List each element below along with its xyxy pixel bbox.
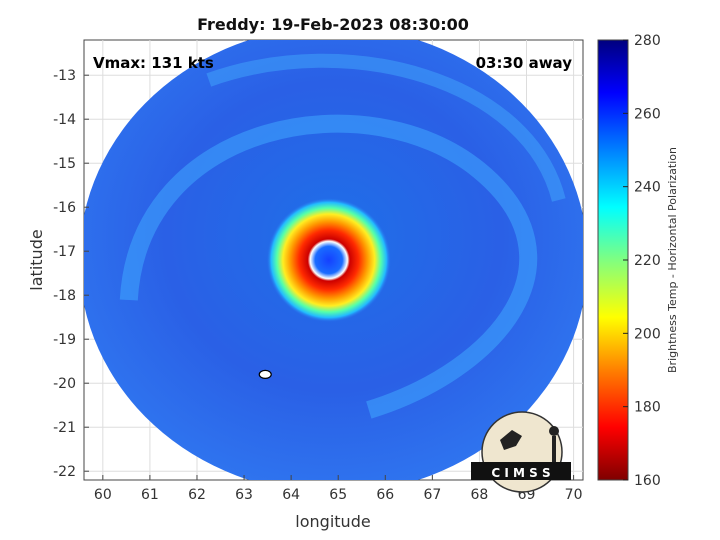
x-tick-label: 60: [94, 487, 112, 503]
colorbar-tick-label: 220: [634, 253, 661, 269]
y-tick-label: -16: [53, 200, 76, 216]
x-tick-label: 65: [329, 487, 347, 503]
y-axis-ticks: -13 -14 -15 -16 -17 -18 -19 -20 -21 -22: [53, 68, 89, 480]
x-tick-label: 66: [376, 487, 394, 503]
colorbar-tick-label: 200: [634, 326, 661, 342]
cimss-logo-text: C I M S S: [491, 466, 550, 480]
colorbar-tick-label: 180: [634, 400, 661, 416]
x-axis-ticks: 60 61 62 63 64 65 66 67 68 69 70: [94, 475, 583, 503]
colorbar-tick-label: 280: [634, 33, 661, 49]
x-tick-label: 67: [423, 487, 441, 503]
chart-title: Freddy: 19-Feb-2023 08:30:00: [197, 15, 469, 34]
colorbar-tick-label: 240: [634, 180, 661, 196]
colorbar-label: Brightness Temp - Horizontal Polarizatio…: [666, 147, 679, 373]
y-tick-label: -17: [53, 244, 76, 260]
y-tick-label: -19: [53, 332, 76, 348]
colorbar-ticks: 280 260 240 220 200 180 160: [623, 33, 661, 489]
x-axis-label: longitude: [295, 512, 370, 531]
x-tick-label: 62: [188, 487, 206, 503]
colorbar-tick-label: 260: [634, 106, 661, 122]
storm-eyewall: [266, 198, 391, 322]
y-tick-label: -22: [53, 464, 76, 480]
y-tick-label: -21: [53, 420, 76, 436]
x-tick-label: 70: [565, 487, 583, 503]
y-tick-label: -20: [53, 376, 76, 392]
y-tick-label: -15: [53, 156, 76, 172]
x-tick-label: 61: [141, 487, 159, 503]
colorbar-tick-label: 160: [634, 473, 661, 489]
rain-band: [119, 114, 538, 419]
small-contour-marker: [258, 369, 272, 379]
y-axis-label: latitude: [27, 229, 46, 290]
y-tick-label: -13: [53, 68, 76, 84]
y-tick-label: -18: [53, 288, 76, 304]
x-tick-label: 68: [471, 487, 489, 503]
rain-band: [206, 53, 566, 202]
x-tick-label: 64: [282, 487, 300, 503]
vmax-annotation: Vmax: 131 kts: [93, 54, 214, 72]
time-away-annotation: 03:30 away: [476, 54, 573, 72]
x-tick-label: 63: [235, 487, 253, 503]
cimss-logo: C I M S S: [471, 411, 571, 493]
y-tick-label: -14: [53, 112, 76, 128]
